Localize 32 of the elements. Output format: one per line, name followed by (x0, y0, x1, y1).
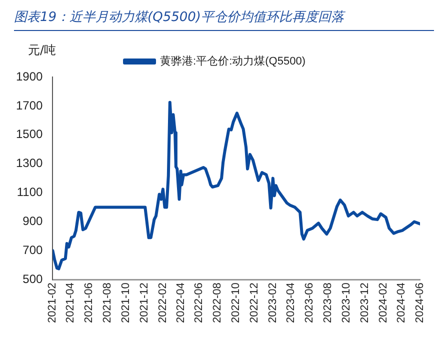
x-tick-label: 2022-10 (230, 282, 242, 324)
y-tick-label: 1100 (16, 185, 44, 200)
x-tick-label: 2021-12 (138, 282, 150, 324)
y-tick-label: 1900 (16, 69, 44, 84)
x-tick-label: 2024-02 (377, 282, 390, 324)
chart-title: 图表19：近半月动力煤(Q5500)平仓价均值环比再度回落 (14, 8, 434, 31)
y-tick-label: 500 (22, 272, 44, 286)
x-tick-label: 2023-12 (358, 282, 371, 324)
legend-label: 黄骅港:平仓价:动力煤(Q5500) (160, 54, 306, 68)
x-tick-label: 2022-02 (156, 282, 169, 324)
y-axis-title: 元/吨 (28, 42, 56, 59)
x-tick-label: 2024-04 (396, 282, 408, 324)
x-tick-label: 2021-02 (46, 282, 59, 324)
x-tick-label: 2023-10 (340, 282, 352, 324)
x-tick-label: 2022-12 (248, 282, 261, 324)
x-tick-label: 2021-08 (101, 282, 114, 324)
x-tick-label: 2022-08 (212, 282, 224, 324)
x-tick-label: 2021-04 (64, 282, 77, 324)
x-tick-label: 2021-10 (120, 282, 132, 324)
x-tick-label: 2023-06 (303, 282, 316, 324)
y-tick-label: 900 (22, 214, 44, 228)
x-tick-label: 2024-06 (414, 282, 426, 324)
x-tick-label: 2022-04 (174, 282, 187, 324)
y-tick-label: 1300 (16, 156, 44, 170)
x-tick-label: 2023-02 (267, 282, 280, 324)
y-tick-label: 700 (22, 242, 44, 257)
y-tick-label: 1500 (16, 127, 44, 142)
y-tick-label: 1700 (16, 98, 44, 112)
x-tick-label: 2022-06 (193, 282, 206, 324)
x-tick-label: 2023-04 (285, 282, 298, 324)
x-tick-label: 2021-06 (82, 282, 95, 324)
x-tick-label: 2023-08 (322, 282, 334, 324)
